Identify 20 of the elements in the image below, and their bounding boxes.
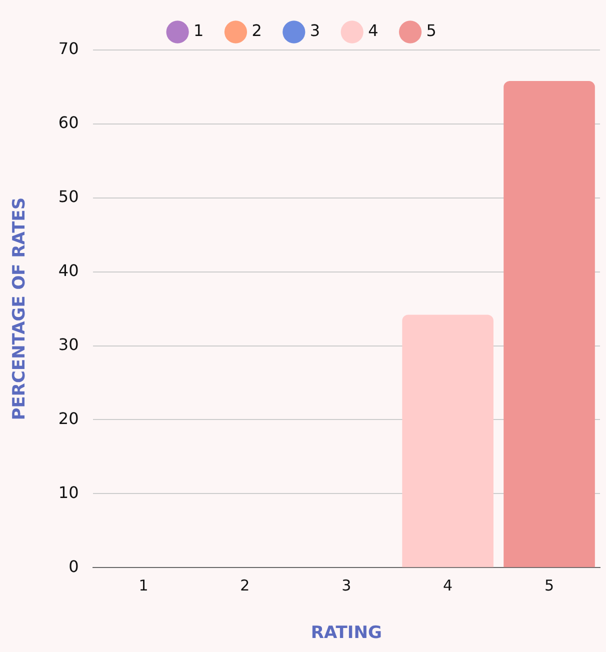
x-tick-label: 5 — [544, 576, 554, 594]
legend-label: 1 — [194, 21, 204, 40]
legend-label: 2 — [252, 21, 262, 40]
legend-label: 5 — [426, 21, 436, 40]
y-tick-label: 70 — [58, 39, 79, 58]
legend-label: 4 — [368, 21, 378, 40]
y-tick-label: 10 — [58, 482, 79, 502]
x-axis-title: RATING — [310, 623, 382, 644]
y-axis-title: PERCENTAGE OF RATES — [10, 197, 30, 420]
y-tick-label: 30 — [58, 334, 79, 354]
x-tick-label: 4 — [443, 576, 453, 594]
y-tick-label: 20 — [58, 408, 79, 428]
legend-label: 3 — [310, 21, 320, 40]
y-tick-label: 50 — [58, 187, 79, 206]
x-tick-label: 1 — [138, 576, 148, 594]
x-tick-label: 2 — [240, 576, 250, 594]
x-tick-label: 3 — [342, 576, 352, 594]
y-tick-label: 40 — [58, 260, 79, 280]
y-tick-label: 60 — [58, 113, 79, 132]
y-tick-label: 0 — [68, 556, 79, 576]
